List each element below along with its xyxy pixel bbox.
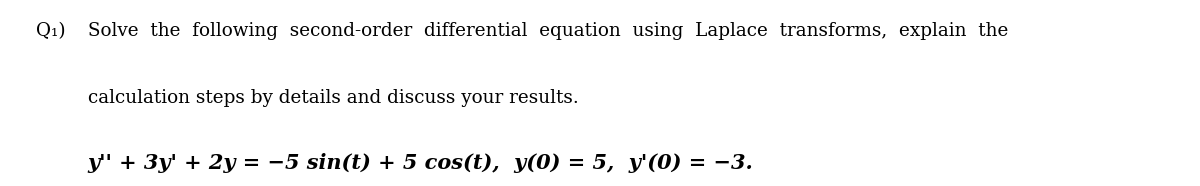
Text: calculation steps by details and discuss your results.: calculation steps by details and discuss… [88, 89, 578, 107]
Text: y'' + 3y' + 2y = −5 sin(t) + 5 cos(t),  y(0) = 5,  y'(0) = −3.: y'' + 3y' + 2y = −5 sin(t) + 5 cos(t), y… [88, 153, 754, 173]
Text: Q₁): Q₁) [36, 22, 66, 40]
Text: Solve  the  following  second-order  differential  equation  using  Laplace  tra: Solve the following second-order differe… [88, 22, 1008, 40]
